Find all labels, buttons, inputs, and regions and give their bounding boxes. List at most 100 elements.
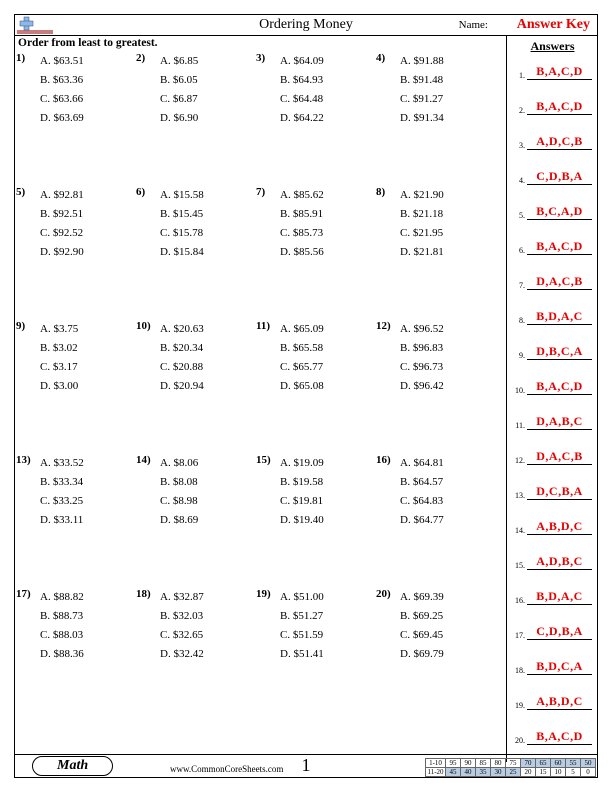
problem-number: 14)	[136, 454, 151, 466]
option-d: D. $20.94	[160, 377, 258, 396]
option-b: B. $6.05	[160, 71, 258, 90]
option-d: D. $69.79	[400, 645, 498, 664]
header: Ordering Money Name: Answer Key	[14, 14, 598, 36]
option-a: A. $69.39	[400, 588, 498, 607]
option-d: D. $3.00	[40, 377, 138, 396]
answer-number: 10.	[513, 386, 527, 395]
answer-number: 11.	[513, 421, 527, 430]
problem-number: 20)	[376, 588, 391, 600]
answer-value: A,D,B,C	[527, 554, 592, 570]
answer-value: D,A,C,B	[527, 274, 592, 290]
option-b: B. $19.58	[280, 473, 378, 492]
option-a: A. $85.62	[280, 186, 378, 205]
score-cell: 40	[461, 768, 476, 777]
answer-value: B,D,A,C	[527, 589, 592, 605]
option-b: B. $65.58	[280, 339, 378, 358]
problem: 4)A. $91.88B. $91.48C. $91.27D. $91.34	[378, 52, 498, 128]
footer: Math www.CommonCoreSheets.com 1 1-109590…	[14, 754, 598, 778]
answer-row: 16.B,D,A,C	[513, 583, 592, 605]
option-c: C. $65.77	[280, 358, 378, 377]
answer-row: 14.A,B,D,C	[513, 513, 592, 535]
answer-value: B,D,C,A	[527, 659, 592, 675]
option-d: D. $33.11	[40, 511, 138, 530]
score-cell: 75	[506, 759, 521, 768]
answer-value: A,B,D,C	[527, 694, 592, 710]
problem-number: 16)	[376, 454, 391, 466]
problem-number: 12)	[376, 320, 391, 332]
score-cell: 35	[476, 768, 491, 777]
score-cell: 55	[566, 759, 581, 768]
option-c: C. $20.88	[160, 358, 258, 377]
option-d: D. $32.42	[160, 645, 258, 664]
problem: 14)A. $8.06B. $8.08C. $8.98D. $8.69	[138, 454, 258, 530]
option-c: C. $51.59	[280, 626, 378, 645]
problem-number: 18)	[136, 588, 151, 600]
option-b: B. $69.25	[400, 607, 498, 626]
option-d: D. $85.56	[280, 243, 378, 262]
problem: 3)A. $64.09B. $64.93C. $64.48D. $64.22	[258, 52, 378, 128]
answer-number: 17.	[513, 631, 527, 640]
option-a: A. $65.09	[280, 320, 378, 339]
option-d: D. $88.36	[40, 645, 138, 664]
answer-value: D,C,B,A	[527, 484, 592, 500]
answer-row: 5.B,C,A,D	[513, 198, 592, 220]
problem: 10)A. $20.63B. $20.34C. $20.88D. $20.94	[138, 320, 258, 396]
option-b: B. $3.02	[40, 339, 138, 358]
option-a: A. $33.52	[40, 454, 138, 473]
option-d: D. $92.90	[40, 243, 138, 262]
problem-number: 15)	[256, 454, 271, 466]
problem-number: 6)	[136, 186, 145, 198]
option-a: A. $63.51	[40, 52, 138, 71]
answer-row: 12.D,A,C,B	[513, 443, 592, 465]
option-c: C. $32.65	[160, 626, 258, 645]
answer-number: 6.	[513, 246, 527, 255]
problem-number: 2)	[136, 52, 145, 64]
option-a: A. $21.90	[400, 186, 498, 205]
answer-row: 8.B,D,A,C	[513, 303, 592, 325]
problem: 5)A. $92.81B. $92.51C. $92.52D. $92.90	[18, 186, 138, 262]
problem: 12)A. $96.52B. $96.83C. $96.73D. $96.42	[378, 320, 498, 396]
option-d: D. $96.42	[400, 377, 498, 396]
score-cell: 95	[446, 759, 461, 768]
option-c: C. $33.25	[40, 492, 138, 511]
answer-number: 9.	[513, 351, 527, 360]
problems-area: 1)A. $63.51B. $63.36C. $63.66D. $63.692)…	[18, 52, 502, 722]
option-d: D. $21.81	[400, 243, 498, 262]
option-a: A. $92.81	[40, 186, 138, 205]
answer-row: 11.D,A,B,C	[513, 408, 592, 430]
answer-number: 18.	[513, 666, 527, 675]
answer-value: B,A,C,D	[527, 99, 592, 115]
answer-value: A,B,D,C	[527, 519, 592, 535]
answer-row: 13.D,C,B,A	[513, 478, 592, 500]
option-b: B. $33.34	[40, 473, 138, 492]
answer-row: 17.C,D,B,A	[513, 618, 592, 640]
answers-column: Answers 1.B,A,C,D2.B,A,C,D3.A,D,C,B4.C,D…	[506, 36, 598, 762]
option-d: D. $19.40	[280, 511, 378, 530]
score-cell: 80	[491, 759, 506, 768]
option-c: C. $64.83	[400, 492, 498, 511]
option-b: B. $63.36	[40, 71, 138, 90]
problem-number: 8)	[376, 186, 385, 198]
answer-value: C,D,B,A	[527, 169, 592, 185]
problem: 16)A. $64.81B. $64.57C. $64.83D. $64.77	[378, 454, 498, 530]
answer-value: C,D,B,A	[527, 624, 592, 640]
option-b: B. $8.08	[160, 473, 258, 492]
option-d: D. $6.90	[160, 109, 258, 128]
answer-row: 4.C,D,B,A	[513, 163, 592, 185]
answer-key-label: Answer Key	[517, 17, 590, 33]
page-number: 1	[302, 755, 311, 776]
answer-row: 2.B,A,C,D	[513, 93, 592, 115]
score-cell: 0	[581, 768, 596, 777]
name-label: Name:	[459, 19, 488, 31]
option-c: C. $64.48	[280, 90, 378, 109]
option-b: B. $85.91	[280, 205, 378, 224]
score-cell: 65	[536, 759, 551, 768]
score-cell: 25	[506, 768, 521, 777]
answer-row: 20.B,A,C,D	[513, 723, 592, 745]
option-b: B. $91.48	[400, 71, 498, 90]
option-d: D. $64.22	[280, 109, 378, 128]
score-cell: 15	[536, 768, 551, 777]
answer-row: 15.A,D,B,C	[513, 548, 592, 570]
option-a: A. $96.52	[400, 320, 498, 339]
option-a: A. $8.06	[160, 454, 258, 473]
